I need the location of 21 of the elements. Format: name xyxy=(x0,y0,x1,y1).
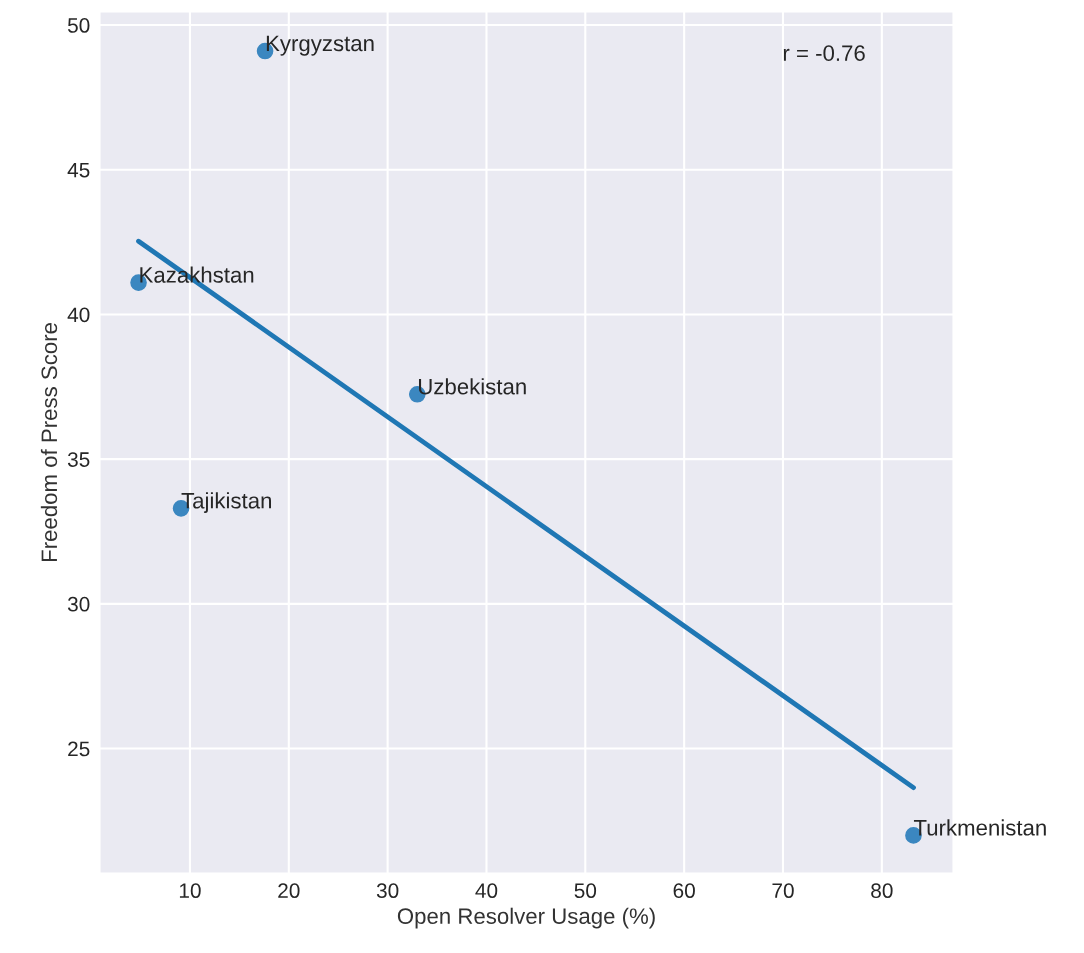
x-tick-label: 20 xyxy=(278,883,300,899)
annotation: Turkmenistan xyxy=(913,819,1046,836)
x-tick-label: 70 xyxy=(772,883,794,899)
x-axis-title: Open Resolver Usage (%) xyxy=(397,907,655,929)
y-axis-title: Freedom of Press Score xyxy=(40,323,58,562)
x-tick-label: 40 xyxy=(475,883,498,899)
y-tick-label: 40 xyxy=(67,307,90,323)
y-tick-label: 35 xyxy=(67,452,90,467)
x-tick-label: 30 xyxy=(376,883,399,899)
annotation: Tajikistan xyxy=(181,492,271,513)
y-tick-label: 30 xyxy=(67,596,90,612)
y-tick-label: 50 xyxy=(67,18,90,33)
x-tick-label: 10 xyxy=(179,883,201,899)
annotation: r = -0.76 xyxy=(783,45,865,62)
x-tick-label: 60 xyxy=(673,883,695,899)
y-tick-label: 45 xyxy=(67,162,90,178)
y-tick-label: 25 xyxy=(68,741,90,757)
annotation: Kyrgyzstan xyxy=(266,35,374,56)
x-tick-label: 50 xyxy=(574,883,597,899)
x-tick-label: 80 xyxy=(871,883,893,899)
annotation: Uzbekistan xyxy=(419,378,526,395)
